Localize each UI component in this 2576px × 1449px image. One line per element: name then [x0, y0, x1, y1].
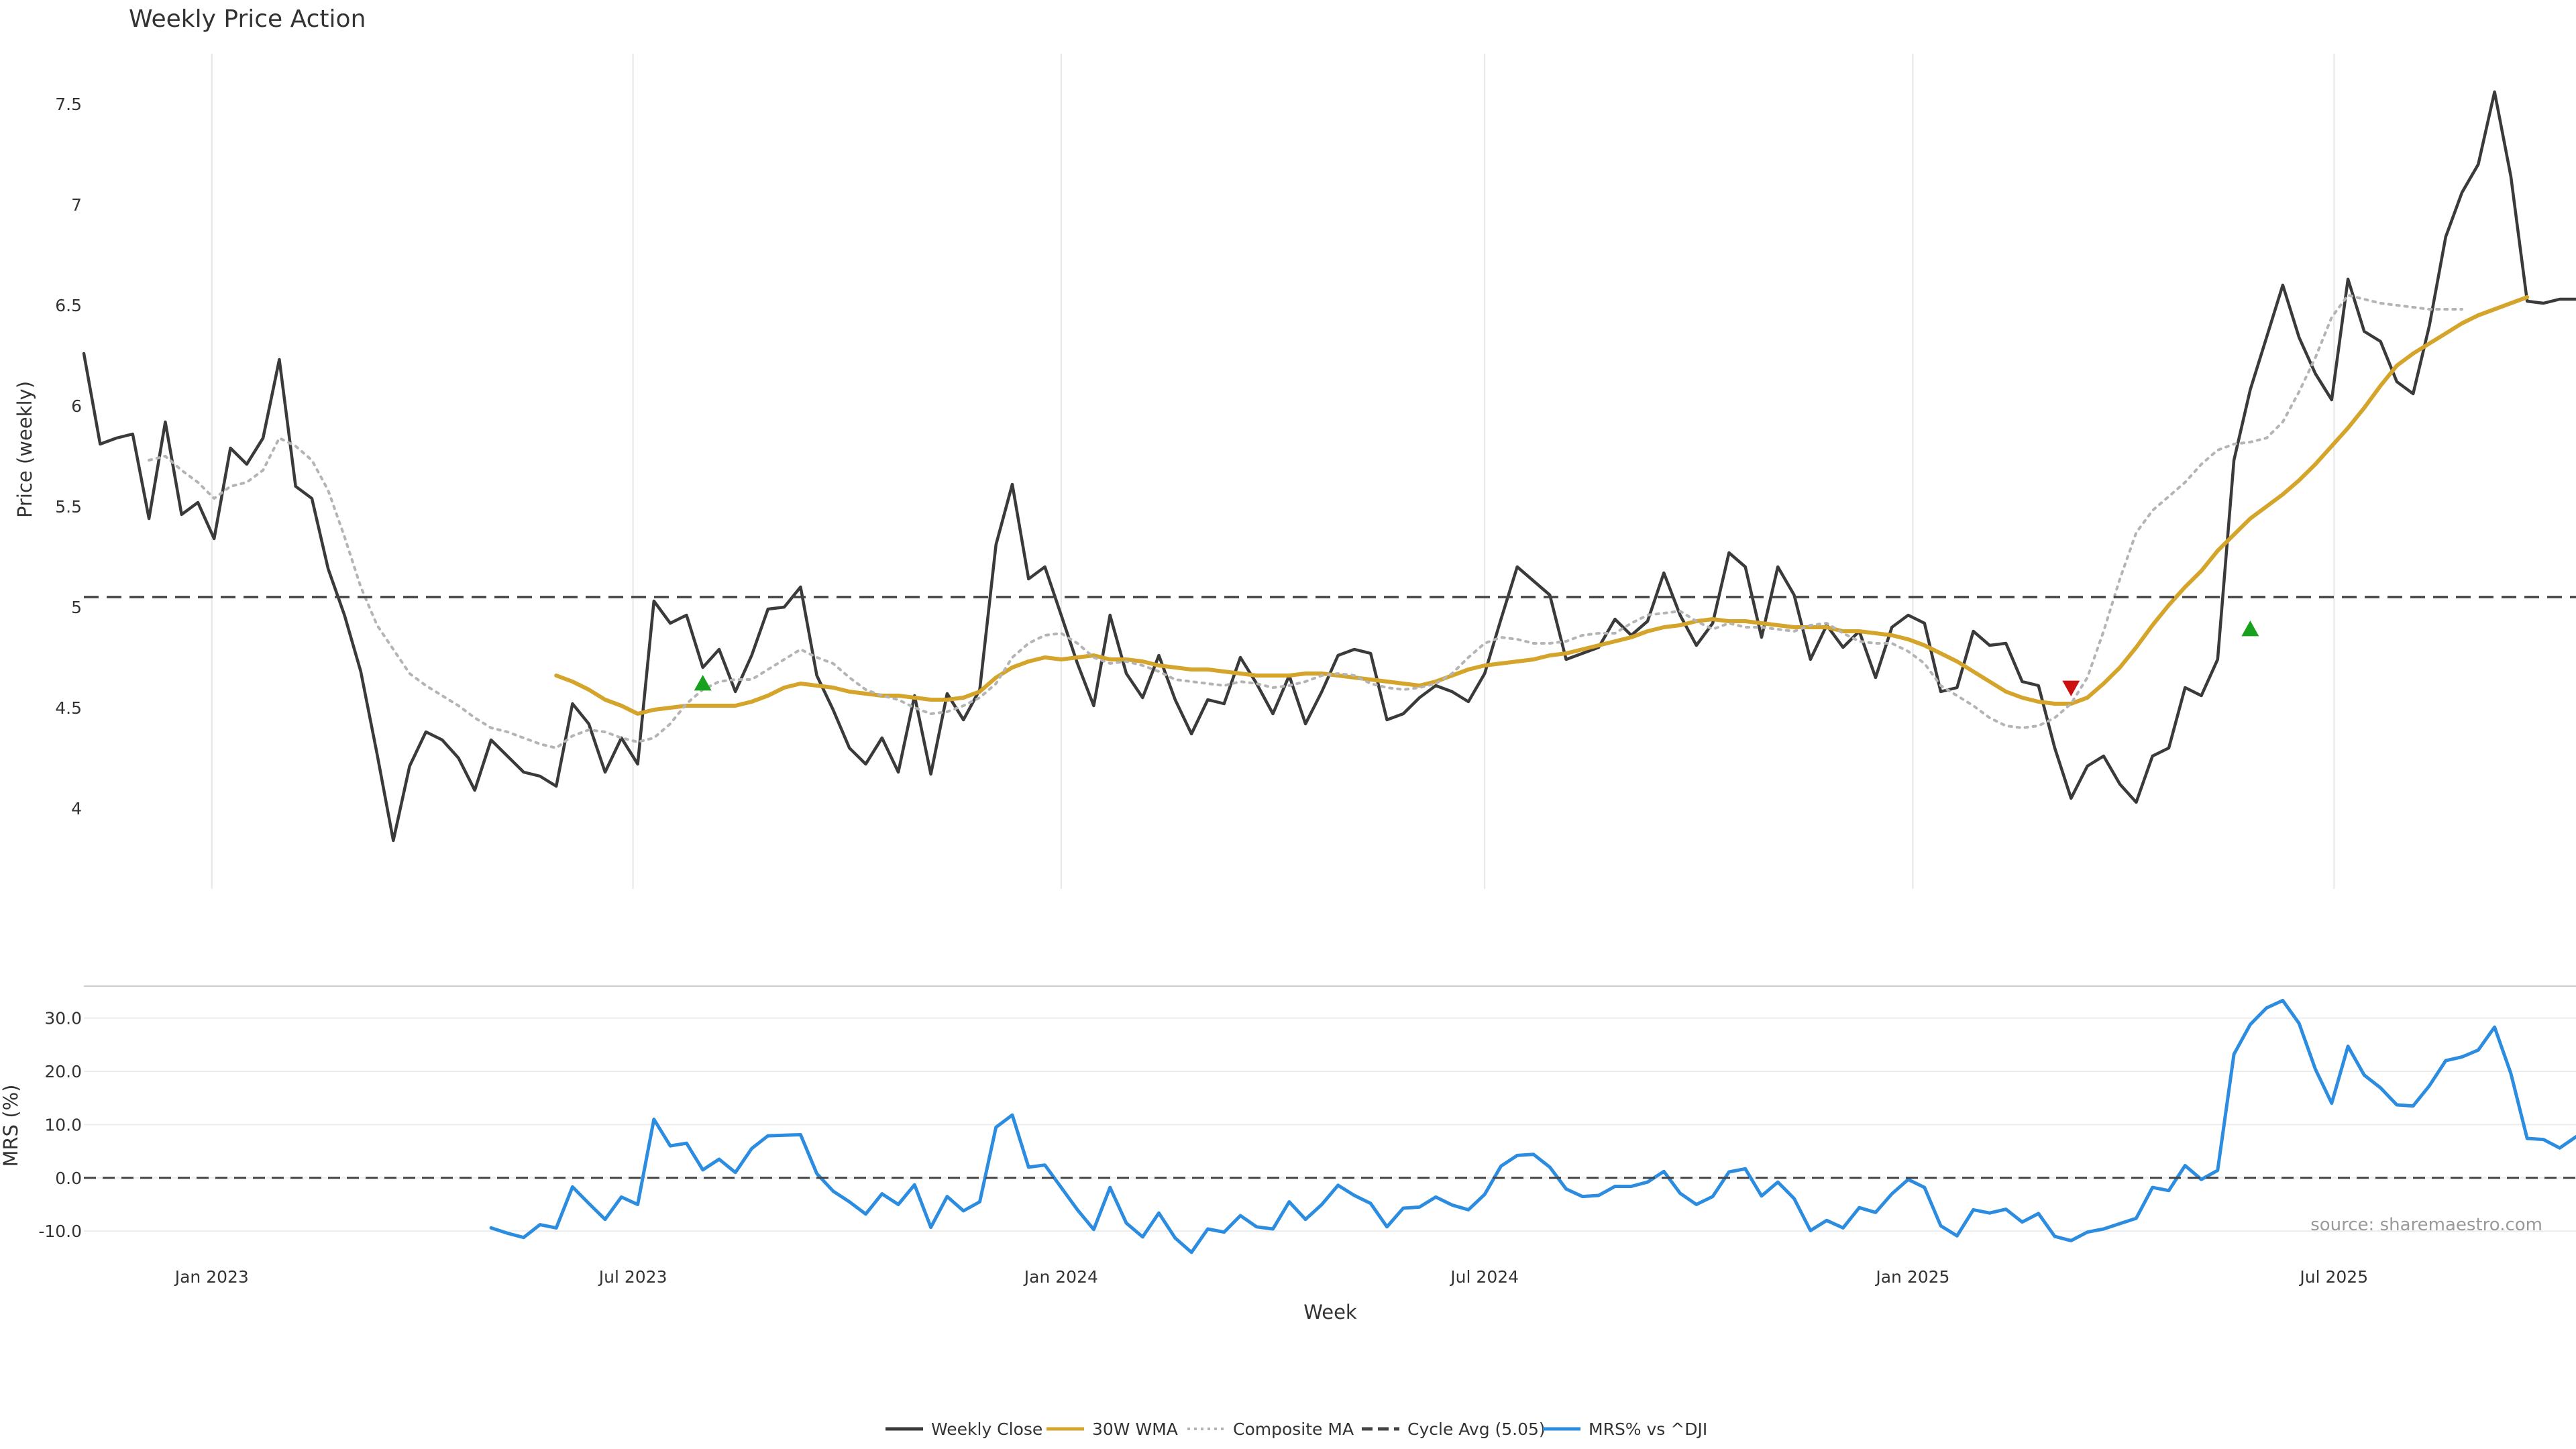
mrs-y-tick-labels: -10.0 0.0 10.0 20.0 30.0: [38, 1009, 82, 1242]
weekly-close-line: [82, 90, 2576, 843]
price-y-tick-label: 4.5: [55, 698, 82, 718]
x-tick-label: Jan 2024: [1023, 1267, 1098, 1287]
price-y-tick-label: 7.5: [55, 95, 82, 114]
x-axis-label: Week: [1303, 1301, 1357, 1324]
buy-signal-marker: [694, 675, 712, 691]
price-y-tick-label: 4: [71, 799, 82, 818]
composite-ma-line: [148, 294, 2463, 749]
price-gridlines: [211, 54, 2335, 889]
price-y-tick-label: 5.5: [55, 497, 82, 517]
mrs-y-tick-label: 0.0: [55, 1169, 82, 1188]
legend-item: Composite MA: [1187, 1419, 1354, 1439]
x-tick-label: Jan 2023: [174, 1267, 249, 1287]
legend-label: MRS% vs ^DJI: [1589, 1419, 1707, 1439]
price-y-tick-labels: 4 4.5 5 5.5 6 6.5 7 7.5: [55, 95, 82, 818]
30w-wma-line: [554, 295, 2530, 716]
legend-item: MRS% vs ^DJI: [1543, 1419, 1707, 1439]
x-tick-labels: Jan 2023 Jul 2023 Jan 2024 Jul 2024 Jan 2025…: [174, 1267, 2368, 1287]
legend-item: 30W WMA: [1046, 1419, 1178, 1439]
source-text: source: sharemaestro.com: [2310, 1215, 2542, 1235]
mrs-y-tick-label: 30.0: [44, 1009, 82, 1028]
sell-signal-marker: [2062, 680, 2080, 696]
mrs-y-tick-label: 20.0: [44, 1062, 82, 1081]
chart-legend: Weekly Close 30W WMA Composite MA Cycle Avg…: [885, 1419, 1707, 1439]
price-panel: 4 4.5 5 5.5 6 6.5 7 7.5 Weekly Price Action Pri…: [13, 5, 2576, 889]
legend-label: Composite MA: [1233, 1419, 1354, 1439]
legend-item: Weekly Close: [885, 1419, 1042, 1439]
x-tick-label: Jan 2025: [1874, 1267, 1949, 1287]
legend-label: 30W WMA: [1092, 1419, 1178, 1439]
price-y-tick-label: 6.5: [55, 296, 82, 315]
legend-item: Cycle Avg (5.05): [1362, 1419, 1546, 1439]
signal-markers: [694, 621, 2259, 696]
legend-label: Weekly Close: [931, 1419, 1042, 1439]
buy-signal-marker: [2241, 621, 2259, 637]
x-tick-label: Jul 2023: [598, 1267, 667, 1287]
mrs-y-axis-label: MRS (%): [0, 1085, 22, 1167]
mrs-series: [84, 998, 2576, 1254]
price-y-tick-label: 6: [71, 396, 82, 416]
price-series: [82, 90, 2576, 843]
chart-title: Weekly Price Action: [129, 5, 366, 33]
mrs-panel: -10.00.010.020.030.0 Jan 2023 Jul 2023 Jan…: [0, 985, 2576, 1324]
x-tick-label: Jul 2024: [1449, 1267, 1519, 1287]
legend-label: Cycle Avg (5.05): [1407, 1419, 1546, 1439]
mrs-y-tick-label: -10.0: [38, 1222, 82, 1241]
price-y-axis-label: Price (weekly): [13, 381, 36, 518]
mrs-y-tick-label: 10.0: [44, 1115, 82, 1134]
price-y-tick-label: 5: [71, 598, 82, 617]
price-y-tick-label: 7: [71, 195, 82, 215]
x-tick-label: Jul 2025: [2298, 1267, 2368, 1287]
